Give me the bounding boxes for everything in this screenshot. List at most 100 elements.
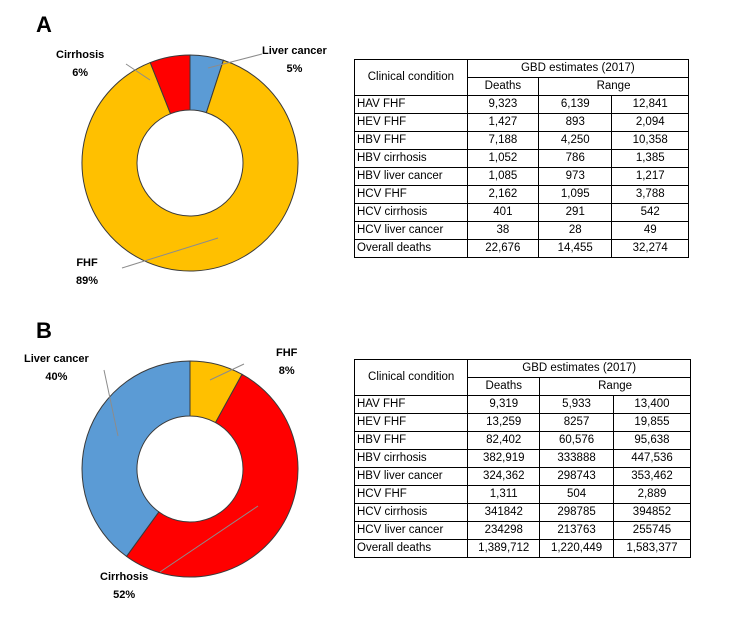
condition-cell: HCV cirrhosis [353, 503, 469, 522]
condition-cell: HCV liver cancer [354, 221, 468, 240]
range-low-cell: 786 [538, 149, 613, 168]
deaths-cell: 1,085 [466, 167, 540, 186]
header-gbd-estimates: GBD estimates (2017) [467, 359, 691, 378]
deaths-cell: 234298 [467, 521, 541, 540]
range-low-cell: 298785 [539, 503, 614, 522]
header-gbd-estimates: GBD estimates (2017) [466, 59, 690, 78]
header-clinical-condition: Clinical condition [353, 359, 469, 396]
deaths-cell: 13,259 [467, 413, 541, 432]
condition-cell: Overall deaths [353, 539, 469, 558]
range-high-cell: 1,583,377 [612, 539, 692, 558]
leader-line-cirrhosis [125, 63, 151, 81]
range-low-cell: 4,250 [538, 131, 613, 150]
range-high-cell: 353,462 [612, 467, 692, 486]
range-low-cell: 6,139 [538, 95, 613, 114]
condition-cell: HEV FHF [354, 113, 468, 132]
condition-cell: HBV liver cancer [353, 467, 469, 486]
slice-label-liver-cancer-b: Liver cancer 40% [24, 353, 89, 383]
condition-cell: HCV FHF [353, 485, 469, 504]
leader-line-cirrhosis [159, 505, 259, 573]
range-low-cell: 60,576 [539, 431, 614, 450]
condition-cell: HBV liver cancer [354, 167, 468, 186]
range-low-cell: 298743 [539, 467, 614, 486]
range-low-cell: 28 [538, 221, 613, 240]
deaths-cell: 22,676 [466, 239, 540, 258]
range-low-cell: 504 [539, 485, 614, 504]
donut-slice-liver-cancer [81, 360, 191, 558]
slice-label-liver-cancer-a: Liver cancer 5% [262, 45, 327, 75]
donut-chart-a [81, 53, 299, 272]
donut-slice-cirrhosis [125, 373, 299, 578]
table-row: HEV FHF 13,259 8257 19,855 [353, 413, 692, 432]
table-row: Overall deaths 22,676 14,455 32,274 [354, 239, 689, 258]
table-row: HCV FHF 2,162 1,095 3,788 [354, 185, 689, 204]
condition-cell: HCV FHF [354, 185, 468, 204]
range-low-cell: 333888 [539, 449, 614, 468]
table-row: HEV FHF 1,427 893 2,094 [354, 113, 689, 132]
range-low-cell: 1,220,449 [539, 539, 614, 558]
header-deaths: Deaths [467, 377, 541, 396]
range-low-cell: 5,933 [539, 395, 614, 414]
condition-cell: HAV FHF [354, 95, 468, 114]
condition-cell: HBV FHF [354, 131, 468, 150]
table-row: HBV cirrhosis 382,919 333888 447,536 [353, 449, 692, 468]
condition-cell: HEV FHF [353, 413, 469, 432]
range-high-cell: 13,400 [612, 395, 692, 414]
condition-cell: HBV cirrhosis [354, 149, 468, 168]
table-row: HAV FHF 9,323 6,139 12,841 [354, 95, 689, 114]
range-high-cell: 1,385 [611, 149, 689, 168]
header-deaths: Deaths [466, 77, 540, 96]
range-high-cell: 1,217 [611, 167, 689, 186]
header-range: Range [538, 77, 689, 96]
condition-cell: HBV cirrhosis [353, 449, 469, 468]
table-row: HCV cirrhosis 401 291 542 [354, 203, 689, 222]
slice-label-cirrhosis-a: Cirrhosis 6% [56, 49, 105, 79]
condition-cell: HAV FHF [353, 395, 469, 414]
table-row: HCV cirrhosis 341842 298785 394852 [353, 503, 692, 522]
range-high-cell: 32,274 [611, 239, 689, 258]
range-high-cell: 19,855 [612, 413, 692, 432]
table-row: HCV FHF 1,311 504 2,889 [353, 485, 692, 504]
deaths-cell: 82,402 [467, 431, 541, 450]
range-high-cell: 394852 [612, 503, 692, 522]
range-high-cell: 95,638 [612, 431, 692, 450]
range-high-cell: 542 [611, 203, 689, 222]
deaths-cell: 341842 [467, 503, 541, 522]
range-high-cell: 2,094 [611, 113, 689, 132]
table-row: HBV FHF 7,188 4,250 10,358 [354, 131, 689, 150]
range-high-cell: 49 [611, 221, 689, 240]
deaths-cell: 324,362 [467, 467, 541, 486]
deaths-cell: 2,162 [466, 185, 540, 204]
table-row: HBV FHF 82,402 60,576 95,638 [353, 431, 692, 450]
range-high-cell: 447,536 [612, 449, 692, 468]
range-high-cell: 3,788 [611, 185, 689, 204]
table-row: HAV FHF 9,319 5,933 13,400 [353, 395, 692, 414]
table-row: HBV cirrhosis 1,052 786 1,385 [354, 149, 689, 168]
table-row: HCV liver cancer 234298 213763 255745 [353, 521, 692, 540]
deaths-cell: 1,427 [466, 113, 540, 132]
gbd-table-a: Clinical condition GBD estimates (2017) … [354, 59, 690, 258]
condition-cell: HCV liver cancer [353, 521, 469, 540]
range-low-cell: 8257 [539, 413, 614, 432]
range-low-cell: 893 [538, 113, 613, 132]
deaths-cell: 9,323 [466, 95, 540, 114]
donut-slice-cirrhosis [149, 54, 191, 115]
donut-slice-fhf [81, 59, 299, 272]
deaths-cell: 1,389,712 [467, 539, 541, 558]
range-low-cell: 1,095 [538, 185, 613, 204]
donut-chart-b [81, 360, 299, 578]
panel-label-a: A [36, 12, 52, 37]
table-row: HBV liver cancer 1,085 973 1,217 [354, 167, 689, 186]
panel-label-b: B [36, 318, 52, 343]
deaths-cell: 401 [466, 203, 540, 222]
range-high-cell: 12,841 [611, 95, 689, 114]
deaths-cell: 1,052 [466, 149, 540, 168]
leader-line-liver-cancer [103, 369, 119, 437]
table-row: Overall deaths 1,389,712 1,220,449 1,583,37… [353, 539, 692, 558]
leader-line-liver-cancer [207, 53, 263, 69]
range-low-cell: 973 [538, 167, 613, 186]
condition-cell: HBV FHF [353, 431, 469, 450]
range-low-cell: 213763 [539, 521, 614, 540]
slice-label-cirrhosis-b: Cirrhosis 52% [100, 571, 149, 601]
table-row: HCV liver cancer 38 28 49 [354, 221, 689, 240]
